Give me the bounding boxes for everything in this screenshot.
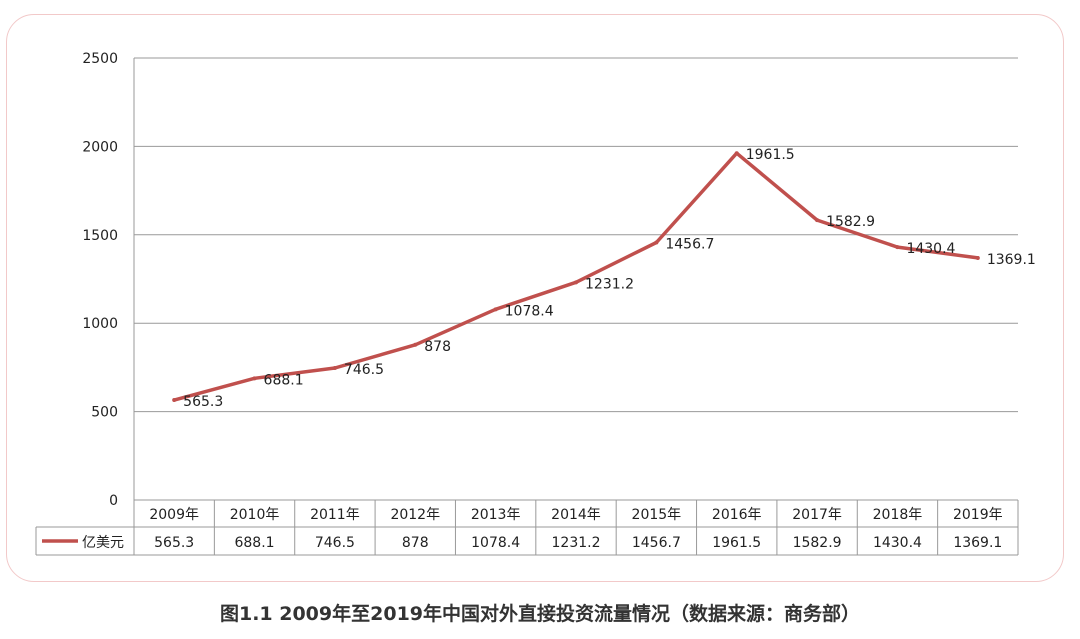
line-chart: 0 500 1000 1500 2000 2500 2009年 565.3 2010年 688.… <box>35 51 1036 556</box>
y-tick-label: 2500 <box>82 51 118 67</box>
data-point <box>815 218 820 223</box>
table-value-cell: 746.5 <box>315 535 355 551</box>
table-value-cell: 878 <box>402 535 429 551</box>
data-label: 1961.5 <box>746 147 795 163</box>
table-value-cell: 1369.1 <box>953 535 1002 551</box>
table-value-cell: 1078.4 <box>471 535 520 551</box>
x-tick-label: 2012年 <box>390 507 440 523</box>
data-point <box>172 398 177 403</box>
y-axis: 0 500 1000 1500 2000 2500 <box>82 51 118 509</box>
data-point <box>895 245 900 250</box>
y-tick-label: 500 <box>91 405 118 421</box>
data-label: 1231.2 <box>585 276 634 292</box>
figure-caption: 图1.1 2009年至2019年中国对外直接投资流量情况（数据来源：商务部） <box>219 603 861 625</box>
table-value-cell: 1456.7 <box>632 535 681 551</box>
x-tick-label: 2009年 <box>149 507 199 523</box>
table-value-cell: 1430.4 <box>873 535 922 551</box>
data-table: 2009年 565.3 2010年 688.1 2011年 746.5 2012年 878 20… <box>35 499 1019 556</box>
chart-frame <box>6 14 1064 582</box>
data-point <box>975 255 980 260</box>
x-tick-label: 2010年 <box>230 507 280 523</box>
data-point <box>493 307 498 312</box>
x-tick-label: 2016年 <box>712 507 762 523</box>
data-label: 565.3 <box>183 394 223 410</box>
table-value-cell: 1231.2 <box>552 535 601 551</box>
x-tick-label: 2014年 <box>551 507 601 523</box>
y-tick-label: 2000 <box>82 139 118 155</box>
data-label: 1369.1 <box>987 252 1036 268</box>
y-tick-label: 1000 <box>82 316 118 332</box>
series-line <box>172 151 980 402</box>
data-label: 1456.7 <box>665 236 714 252</box>
table-value-cell: 688.1 <box>234 535 274 551</box>
data-point <box>734 151 739 156</box>
data-point <box>654 240 659 245</box>
table-value-cell: 1582.9 <box>793 535 842 551</box>
x-tick-label: 2013年 <box>471 507 521 523</box>
data-point <box>413 342 418 347</box>
x-tick-label: 2015年 <box>632 507 682 523</box>
table-value-cell: 1961.5 <box>712 535 761 551</box>
gridlines <box>133 57 1018 500</box>
data-point <box>332 366 337 371</box>
table-value-cell: 565.3 <box>154 535 194 551</box>
data-label: 1430.4 <box>906 241 955 257</box>
data-point <box>574 280 578 285</box>
data-label: 746.5 <box>344 362 384 378</box>
y-tick-label: 0 <box>109 493 118 509</box>
data-label: 878 <box>424 339 451 355</box>
data-label: 688.1 <box>264 372 304 388</box>
x-tick-label: 2019年 <box>953 507 1003 523</box>
data-label: 1582.9 <box>826 214 875 230</box>
legend-label: 亿美元 <box>82 535 124 551</box>
x-tick-label: 2018年 <box>873 507 923 523</box>
x-tick-label: 2017年 <box>792 507 842 523</box>
series-layer: 565.3 688.1 746.5 878 1078.4 1231.2 1456.7 1961… <box>172 147 1036 410</box>
x-tick-label: 2011年 <box>310 507 360 523</box>
data-point <box>252 376 257 381</box>
y-tick-label: 1500 <box>82 228 118 244</box>
data-label: 1078.4 <box>505 303 554 319</box>
